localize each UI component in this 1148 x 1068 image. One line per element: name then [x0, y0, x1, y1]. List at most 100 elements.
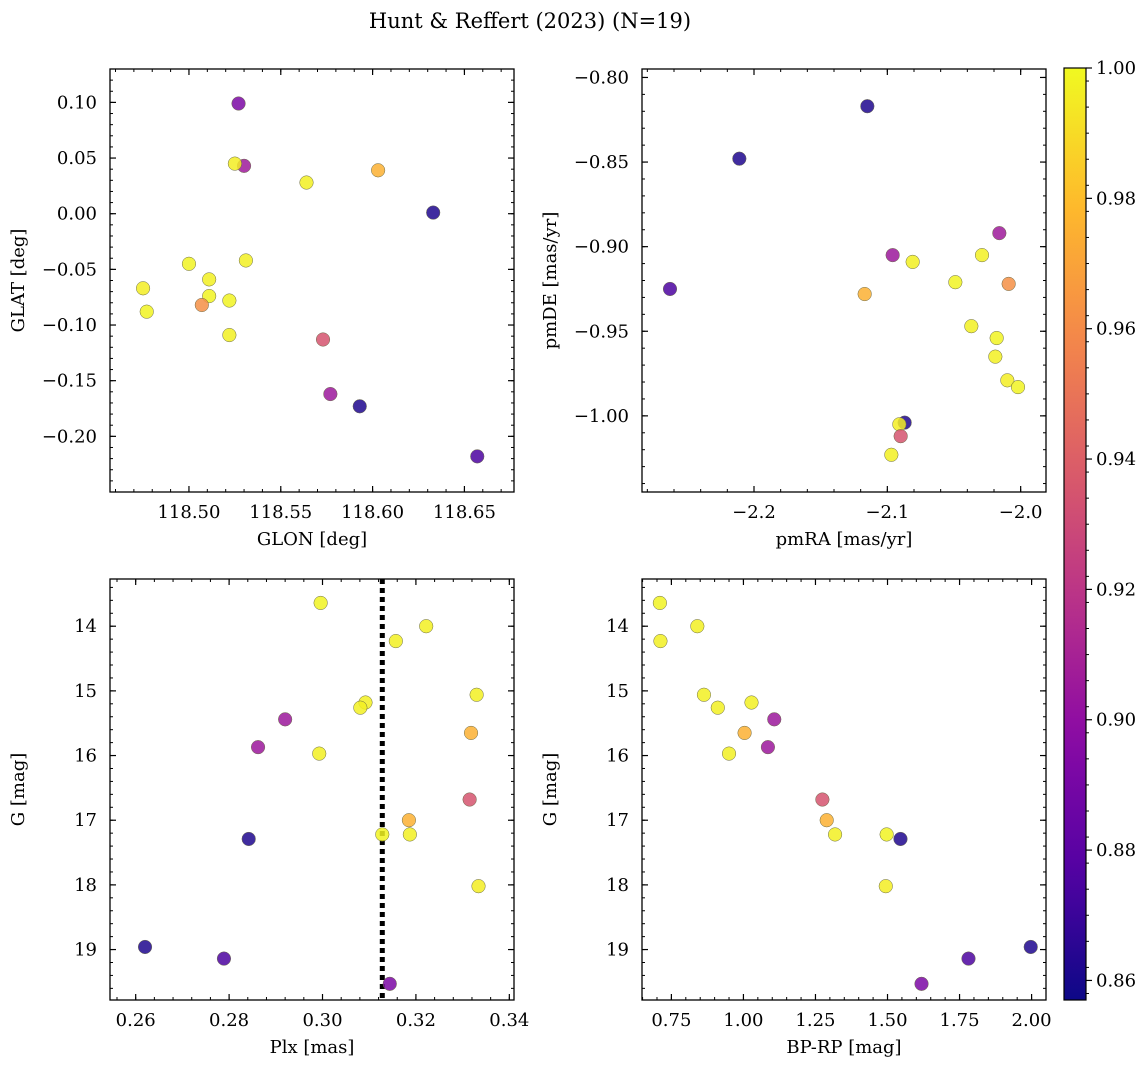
data-point [989, 330, 1004, 346]
data-point [815, 792, 830, 807]
data-point [375, 827, 390, 842]
axes-frame [109, 578, 515, 1001]
data-point [760, 740, 775, 755]
data-point [690, 619, 705, 634]
y-tick-label: 15 [606, 681, 629, 702]
data-point [974, 248, 990, 263]
x-tick-label: −2.2 [732, 502, 776, 523]
x-axis-label: pmRA [mas/yr] [776, 529, 913, 550]
y-tick-label: 17 [74, 810, 97, 831]
x-tick-label: 0.34 [489, 1010, 529, 1031]
x-tick-label: 118.60 [341, 502, 404, 523]
y-tick-label: 19 [606, 940, 629, 961]
y-tick-label: −1.00 [574, 406, 629, 427]
data-point [914, 976, 929, 991]
y-tick-label: 18 [606, 875, 629, 896]
data-point [241, 831, 256, 847]
data-point [737, 725, 752, 740]
y-tick-label: 14 [74, 616, 97, 637]
data-point [216, 951, 232, 966]
colorbar-tick-label: 0.88 [1096, 840, 1136, 861]
x-tick-label: 1.25 [795, 1010, 835, 1031]
x-axis-label: GLON [deg] [257, 529, 367, 550]
x-tick-label: 1.75 [940, 1010, 980, 1031]
data-point [744, 695, 759, 710]
x-tick-label: 1.50 [867, 1010, 907, 1031]
data-point [202, 272, 217, 287]
data-point [653, 634, 668, 649]
data-point [828, 827, 843, 842]
data-point [732, 151, 747, 166]
x-tick-label: 0.32 [396, 1010, 436, 1031]
data-point [662, 281, 678, 297]
data-point [1000, 373, 1015, 388]
panel-plx-g: 0.26 0.28 0.30 0.32 0.34 14 15 16 17 18 19 Plx [mas… [8, 578, 529, 1058]
data-point [710, 700, 725, 715]
data-point [352, 399, 367, 414]
data-point [299, 175, 314, 190]
data-point [721, 746, 737, 761]
data-point [371, 163, 386, 178]
data-point [767, 712, 782, 727]
data-point [471, 879, 486, 894]
panel-pmra-pmde: −2.2 −2.1 −2.0 −0.80 −0.85 −0.90 −0.95 −1.00 pmR… [540, 67, 1047, 550]
data-point [470, 449, 485, 464]
data-point [137, 939, 153, 955]
x-tick-label: 0.30 [302, 1010, 342, 1031]
y-tick-label: 0.00 [57, 204, 97, 225]
data-point [401, 813, 416, 828]
colorbar-tick-label: 0.86 [1096, 970, 1136, 991]
y-axis-label: G [mag] [8, 753, 29, 826]
data-point [885, 248, 900, 263]
colorbar-tick-label: 0.92 [1096, 579, 1136, 600]
data-point [315, 332, 331, 347]
data-point [222, 327, 237, 343]
x-tick-label: 118.50 [157, 502, 220, 523]
y-tick-label: −0.05 [42, 259, 97, 280]
colorbar-tick-label: 0.96 [1096, 319, 1136, 340]
y-axis-label: GLAT [deg] [8, 229, 29, 333]
y-tick-label: −0.85 [574, 152, 629, 173]
data-point [879, 827, 894, 842]
y-tick-label: 19 [74, 940, 97, 961]
data-point [860, 99, 875, 114]
x-axis-label: BP-RP [mag] [786, 1037, 901, 1058]
y-tick-label: 15 [74, 681, 97, 702]
data-point [227, 156, 242, 171]
data-point [139, 304, 154, 319]
data-point [426, 205, 441, 220]
data-point [696, 687, 712, 702]
data-point [194, 297, 209, 313]
data-point [222, 293, 237, 308]
data-point [948, 275, 963, 290]
colorbar-gradient [1063, 67, 1087, 1001]
y-tick-label: 18 [74, 875, 97, 896]
data-point [323, 386, 338, 402]
data-point [469, 687, 484, 702]
x-tick-label: 118.65 [433, 502, 496, 523]
data-point [1010, 380, 1026, 395]
y-tick-label: 16 [606, 746, 629, 767]
y-tick-label: −0.95 [574, 321, 629, 342]
data-point [278, 712, 293, 727]
data-point [463, 725, 479, 740]
data-point [419, 619, 434, 634]
data-point [905, 254, 920, 269]
y-tick-label: 16 [74, 746, 97, 767]
data-point [353, 700, 368, 715]
colorbar-tick-label: 1.00 [1096, 58, 1136, 79]
data-point [313, 595, 328, 610]
data-point [964, 319, 979, 334]
y-tick-label: −0.20 [42, 426, 97, 447]
data-point [857, 286, 872, 302]
y-tick-label: 17 [606, 810, 629, 831]
y-tick-label: −0.10 [42, 315, 97, 336]
y-tick-label: 14 [606, 616, 629, 637]
data-point [231, 96, 246, 111]
axes-frame [109, 68, 515, 493]
data-point [251, 740, 266, 755]
y-tick-label: 0.10 [57, 92, 97, 113]
data-point [884, 447, 899, 462]
data-point [992, 226, 1007, 241]
